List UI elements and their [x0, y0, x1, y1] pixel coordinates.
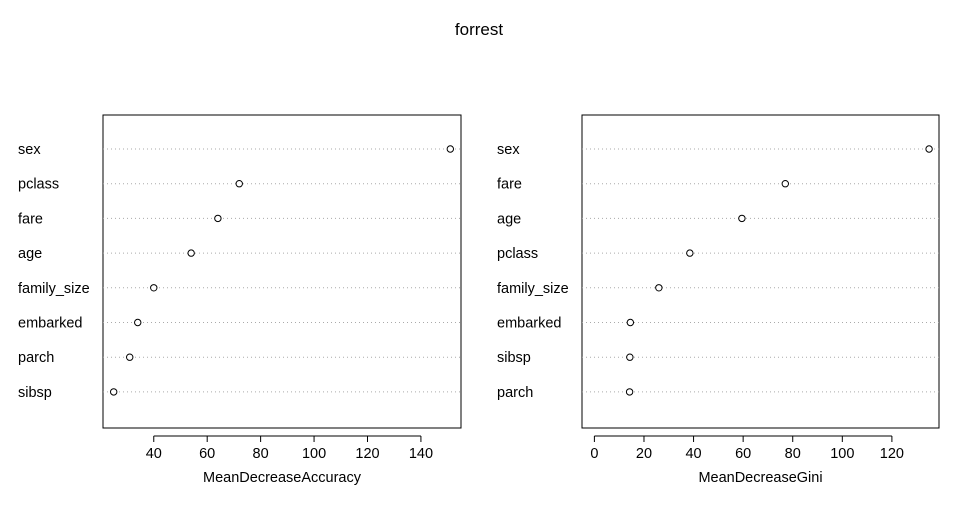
- data-point: [134, 318, 142, 327]
- data-point: [187, 249, 195, 257]
- category-label: age: [18, 246, 42, 262]
- category-label: sex: [18, 142, 41, 158]
- gini-panel: sex fare age pclass family_size embarked sibsp…: [497, 114, 940, 486]
- category-label: pclass: [18, 177, 59, 193]
- data-point: [235, 180, 243, 188]
- category-label: parch: [497, 385, 533, 401]
- category-label: embarked: [497, 316, 561, 332]
- category-label: fare: [497, 177, 522, 193]
- category-label: embarked: [18, 316, 82, 332]
- plot-frame: [102, 114, 462, 429]
- x-tick-label: 0: [590, 446, 598, 462]
- data-point: [738, 214, 746, 223]
- category-label: sibsp: [18, 385, 52, 401]
- x-tick-label: 60: [735, 446, 751, 462]
- x-axis-title: MeanDecreaseGini: [698, 470, 822, 486]
- data-point: [150, 284, 158, 292]
- category-label: pclass: [497, 246, 538, 262]
- x-tick-label: 60: [199, 446, 215, 462]
- category-label: parch: [18, 350, 54, 366]
- main-title: forrest: [455, 20, 503, 39]
- x-tick-label: 120: [355, 446, 379, 462]
- category-label: family_size: [18, 281, 90, 297]
- data-point: [626, 318, 635, 327]
- x-tick-label: 140: [409, 446, 433, 462]
- x-tick-label: 100: [302, 446, 326, 462]
- accuracy-panel: sex pclass fare age family_size embarked parch…: [18, 114, 462, 486]
- x-tick-label: 80: [253, 446, 269, 462]
- data-point: [781, 180, 789, 188]
- category-label: family_size: [497, 281, 569, 297]
- x-tick-label: 20: [636, 446, 652, 462]
- data-point: [655, 284, 663, 292]
- x-tick-label: 40: [685, 446, 701, 462]
- category-label: sex: [497, 142, 520, 158]
- data-point: [446, 145, 455, 153]
- x-tick-label: 80: [785, 446, 801, 462]
- data-point: [109, 388, 118, 396]
- x-tick-label: 40: [146, 446, 162, 462]
- data-point: [626, 353, 634, 361]
- data-point: [625, 388, 634, 396]
- x-tick-label: 100: [830, 446, 854, 462]
- plot-frame: [581, 114, 940, 429]
- category-label: age: [497, 211, 521, 227]
- x-axis-title: MeanDecreaseAccuracy: [203, 470, 362, 486]
- data-point: [126, 353, 134, 361]
- category-label: fare: [18, 211, 43, 227]
- category-label: sibsp: [497, 350, 531, 366]
- data-point: [686, 249, 694, 257]
- data-point: [925, 145, 933, 153]
- x-tick-label: 120: [880, 446, 904, 462]
- data-point: [214, 214, 222, 223]
